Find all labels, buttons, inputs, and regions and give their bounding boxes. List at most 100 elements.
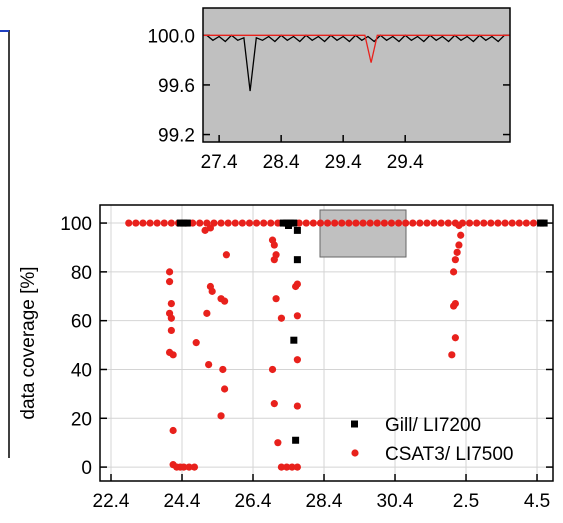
point <box>331 219 339 227</box>
legend-label: Gill/ LI7200 <box>385 415 481 436</box>
point <box>260 219 268 227</box>
point <box>529 219 538 227</box>
y-tick-label: 60 <box>71 312 92 333</box>
point <box>277 314 286 322</box>
point <box>222 251 230 259</box>
point <box>153 219 161 227</box>
point <box>203 309 211 317</box>
point <box>270 241 278 249</box>
point <box>455 241 463 249</box>
point <box>323 219 332 227</box>
point <box>473 219 481 227</box>
point <box>338 219 346 227</box>
point <box>293 256 301 264</box>
point <box>423 219 431 227</box>
point <box>167 314 175 322</box>
x-tick-label: 22.4 <box>93 491 130 512</box>
point <box>277 463 286 471</box>
point <box>515 219 523 227</box>
point <box>293 356 301 364</box>
point <box>224 219 232 227</box>
point <box>196 219 204 227</box>
point <box>444 219 452 227</box>
point <box>451 256 459 264</box>
point <box>160 219 168 227</box>
y-tick-label: 100.0 <box>147 26 195 47</box>
y-tick-label: 20 <box>71 409 92 430</box>
point <box>449 268 458 276</box>
x-tick-label: 4.5 <box>524 491 550 512</box>
point <box>480 219 488 227</box>
point <box>283 463 291 471</box>
point <box>125 219 133 227</box>
point <box>416 219 424 227</box>
point <box>451 334 459 342</box>
plot-area <box>203 8 510 142</box>
point <box>457 231 465 239</box>
point <box>508 219 516 227</box>
point <box>290 219 298 227</box>
point <box>208 287 216 295</box>
y-tick-label: 0 <box>81 458 92 479</box>
point <box>221 385 229 393</box>
point <box>449 302 458 310</box>
point <box>453 248 461 256</box>
point <box>494 219 502 227</box>
zoom-region <box>319 209 407 258</box>
point <box>274 439 282 447</box>
point <box>352 219 360 227</box>
point <box>345 219 353 227</box>
point <box>448 351 456 359</box>
point <box>455 221 463 230</box>
point <box>359 219 367 227</box>
y-tick-label: 40 <box>71 360 92 381</box>
point <box>185 463 193 471</box>
point <box>309 219 317 227</box>
point <box>409 219 417 227</box>
point <box>274 219 282 227</box>
point <box>267 219 275 227</box>
point <box>180 463 188 471</box>
point <box>268 365 277 374</box>
legend-marker <box>351 449 359 457</box>
point <box>293 402 301 410</box>
point <box>231 219 239 227</box>
point <box>292 436 300 444</box>
point <box>487 219 495 227</box>
point <box>295 219 303 227</box>
x-tick-label: 29.4 <box>325 152 362 173</box>
point <box>190 463 199 471</box>
x-tick-label: 29.4 <box>387 152 424 173</box>
point <box>285 221 293 229</box>
point <box>366 219 374 227</box>
point <box>380 219 388 227</box>
y-axis-title: data coverage [%] <box>18 266 39 419</box>
point <box>180 219 188 227</box>
point <box>270 256 278 264</box>
point <box>279 219 287 227</box>
point <box>169 426 177 435</box>
point <box>219 365 227 374</box>
line <box>203 34 510 63</box>
x-tick-label: 28.4 <box>306 491 343 512</box>
point <box>167 219 175 227</box>
point <box>167 299 175 308</box>
x-tick-label: 26.4 <box>235 491 272 512</box>
y-tick-label: 80 <box>71 263 92 284</box>
point <box>165 278 174 286</box>
point <box>501 219 509 227</box>
legend-marker <box>351 420 358 428</box>
point <box>373 219 381 227</box>
x-tick-label: 27.4 <box>201 152 238 173</box>
point <box>146 219 154 227</box>
point <box>290 336 298 344</box>
point <box>165 268 174 276</box>
point <box>437 219 445 227</box>
point <box>217 412 225 420</box>
point <box>302 219 310 227</box>
x-tick-label: 28.4 <box>263 152 300 173</box>
x-tick-label: 30.4 <box>377 491 414 512</box>
point <box>183 219 191 227</box>
legend-label: CSAT3/ LI7500 <box>385 444 514 465</box>
point <box>465 219 474 227</box>
